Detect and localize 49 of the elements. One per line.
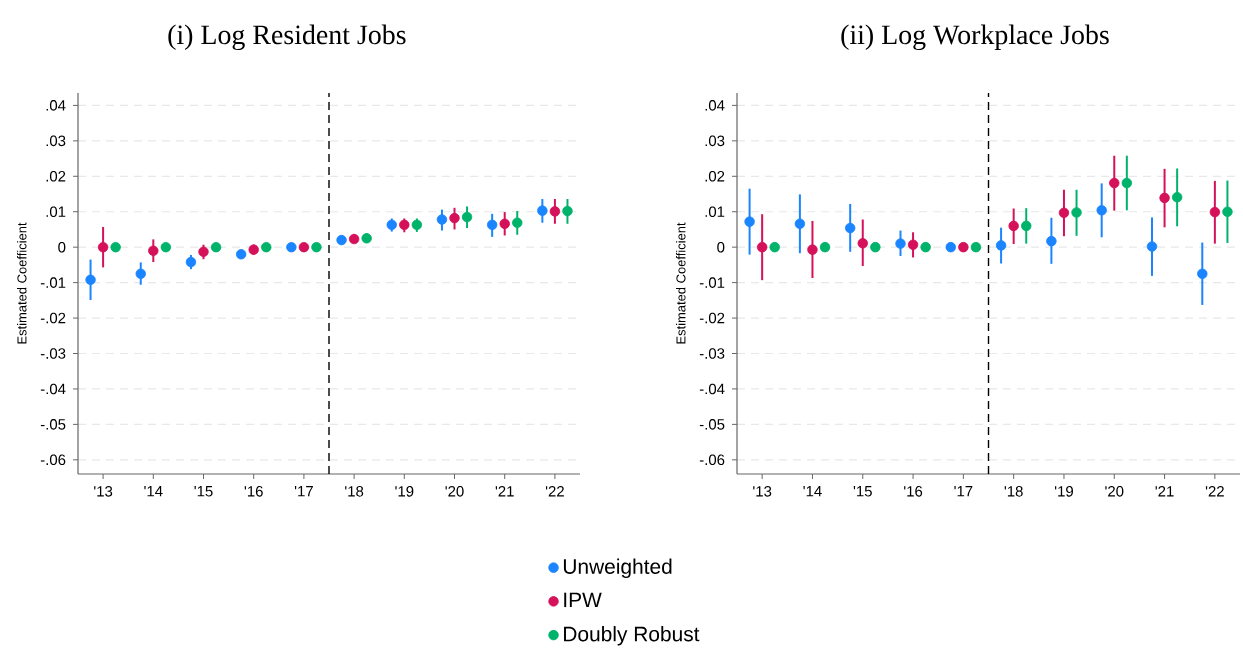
x-tick-label: '13: [94, 486, 113, 497]
x-tick-label: '17: [954, 486, 973, 497]
y-tick-label: .02: [46, 170, 66, 182]
legend-label: Doubly Robust: [564, 626, 700, 646]
x-tick-label: '20: [1105, 486, 1124, 497]
y-tick-label: -.01: [699, 277, 725, 288]
y-tick-label: -.01: [40, 277, 66, 288]
y-tick-label: 0: [717, 241, 725, 253]
x-tick-label: '18: [1004, 486, 1023, 497]
x-tick-label: '19: [395, 486, 414, 497]
x-tick-label: '13: [753, 486, 772, 497]
y-tick-label: 0: [58, 241, 66, 253]
legend-label: Unweighted: [563, 558, 672, 579]
y-axis-title: Estimated Coefficient: [676, 222, 686, 344]
y-axis-title: Estimated Coefficient: [17, 222, 27, 344]
x-tick-label: '16: [904, 486, 923, 497]
y-tick-label: -.03: [699, 348, 725, 359]
x-tick-label: '21: [1155, 486, 1174, 497]
x-tick-label: '15: [194, 486, 213, 497]
x-tick-label: '17: [294, 486, 313, 497]
y-tick-label: .03: [705, 135, 725, 147]
x-tick-label: '22: [1205, 486, 1224, 497]
x-tick-label: '14: [144, 486, 163, 497]
legend-label: IPW: [564, 592, 602, 608]
chart-title: (i) Log Resident Jobs: [168, 24, 406, 51]
y-tick-label: .01: [46, 206, 66, 218]
x-tick-label: '21: [495, 486, 514, 497]
y-tick-label: -.04: [40, 383, 66, 395]
x-tick-label: '15: [853, 486, 872, 497]
y-tick-label: -.05: [699, 419, 725, 430]
y-tick-label: -.05: [40, 419, 66, 430]
y-tick-label: -.04: [699, 383, 725, 395]
y-tick-label: .03: [46, 135, 66, 147]
x-tick-label: '19: [1054, 486, 1073, 497]
x-tick-label: '16: [244, 486, 263, 497]
x-tick-label: '20: [445, 486, 464, 497]
y-tick-label: -.02: [40, 312, 66, 324]
chart-title: (ii) Log Workplace Jobs: [841, 24, 1109, 51]
x-tick-label: '22: [545, 486, 564, 497]
x-tick-label: '18: [345, 486, 364, 497]
y-tick-label: .04: [705, 100, 725, 111]
x-tick-label: '14: [803, 486, 822, 497]
y-tick-label: -.06: [699, 454, 725, 466]
y-tick-label: .02: [705, 170, 725, 182]
y-tick-label: .04: [46, 100, 66, 111]
y-tick-label: -.06: [40, 454, 66, 466]
y-tick-label: .01: [705, 206, 725, 218]
y-tick-label: -.02: [699, 312, 725, 324]
y-tick-label: -.03: [40, 348, 66, 359]
